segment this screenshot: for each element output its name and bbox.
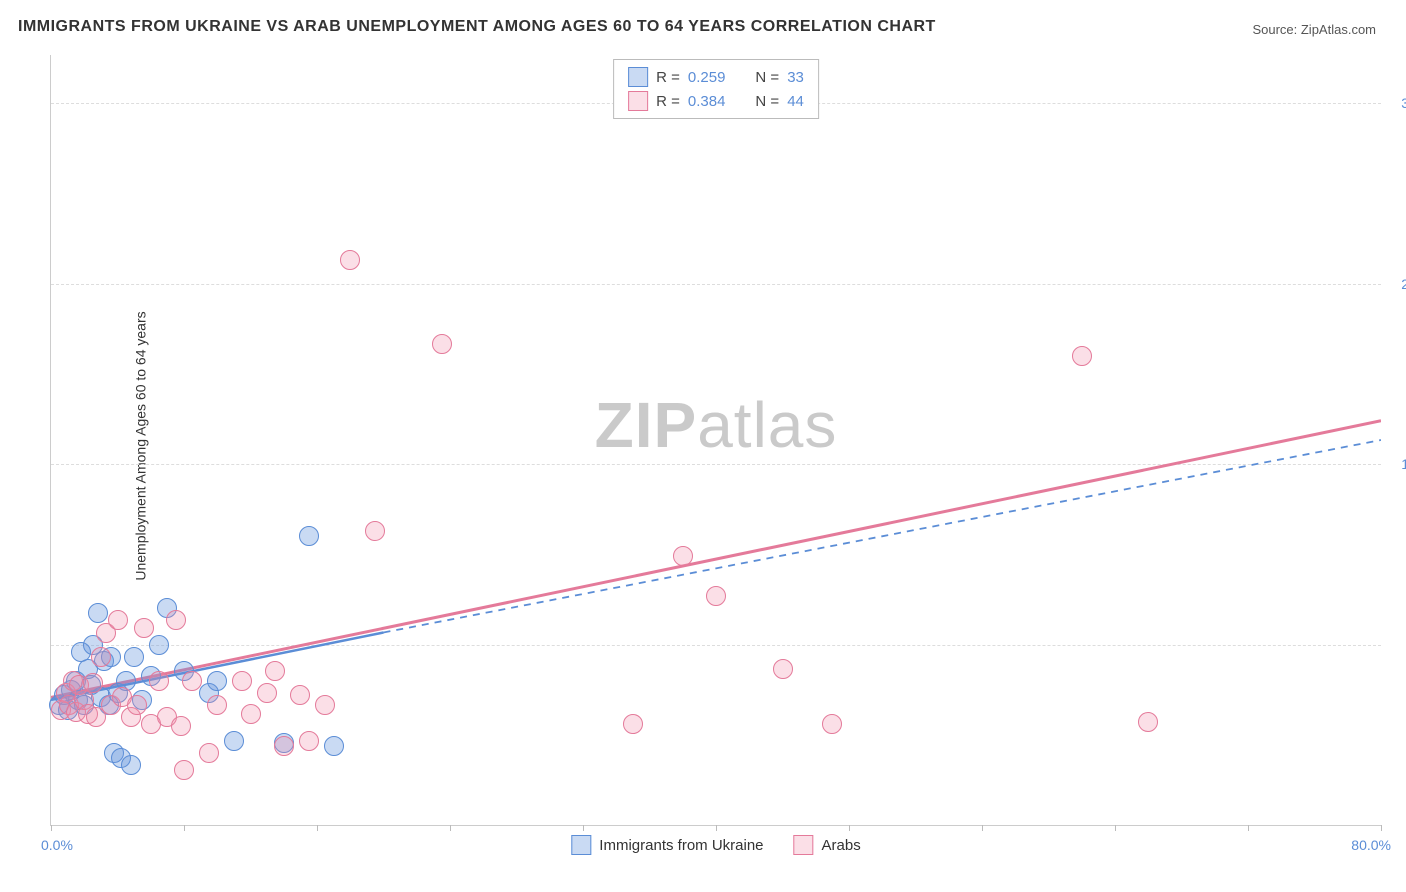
x-tick [184,825,185,831]
data-point-arabs [108,610,128,630]
legend-label: Arabs [822,837,861,854]
series-legend: Immigrants from Ukraine Arabs [571,835,860,855]
x-tick [583,825,584,831]
data-point-arabs [83,673,103,693]
data-point-arabs [1138,712,1158,732]
data-point-arabs [315,695,335,715]
r-label: R = [656,69,680,86]
legend-label: Immigrants from Ukraine [599,837,763,854]
x-tick [317,825,318,831]
data-point-arabs [290,685,310,705]
data-point-arabs [199,743,219,763]
y-tick-label: 15.0% [1386,456,1406,472]
data-point-arabs [91,647,111,667]
data-point-arabs [773,659,793,679]
legend-row: R = 0.259 N = 33 [628,65,804,89]
data-point-arabs [265,661,285,681]
data-point-arabs [166,610,186,630]
x-tick [716,825,717,831]
r-label: R = [656,93,680,110]
data-point-arabs [706,586,726,606]
data-point-arabs [257,683,277,703]
data-point-arabs [274,736,294,756]
n-label: N = [755,69,779,86]
plot-area: ZIPatlas R =0.259N =33R =0.384N =44 0.0%… [50,55,1381,826]
trend-line [384,440,1382,633]
r-value: 0.259 [688,69,726,86]
data-point-ukraine [121,755,141,775]
data-point-ukraine [224,731,244,751]
y-tick-label: 30.0% [1386,95,1406,111]
data-point-arabs [1072,346,1092,366]
x-tick [982,825,983,831]
x-tick [1115,825,1116,831]
x-tick [849,825,850,831]
data-point-ukraine [299,526,319,546]
data-point-arabs [127,695,147,715]
x-tick [450,825,451,831]
data-point-arabs [432,334,452,354]
data-point-ukraine [88,603,108,623]
data-point-arabs [340,250,360,270]
data-point-arabs [182,671,202,691]
n-label: N = [755,93,779,110]
data-point-ukraine [124,647,144,667]
y-tick-label: 22.5% [1386,276,1406,292]
x-tick [51,825,52,831]
n-value: 44 [787,93,804,110]
x-tick [1381,825,1382,831]
data-point-arabs [134,618,154,638]
data-point-arabs [623,714,643,734]
data-point-arabs [232,671,252,691]
legend-swatch [628,91,648,111]
legend-row: R = 0.384 N = 44 [628,89,804,113]
data-point-ukraine [207,671,227,691]
legend-item: Immigrants from Ukraine [571,835,763,855]
x-tick [1248,825,1249,831]
legend-item: Arabs [794,835,861,855]
data-point-ukraine [324,736,344,756]
data-point-arabs [207,695,227,715]
data-point-arabs [673,546,693,566]
legend-swatch [628,67,648,87]
y-tick-label: 7.5% [1386,637,1406,653]
correlation-legend: R = 0.259 N = 33 R = 0.384 N = 44 [613,59,819,119]
data-point-arabs [149,671,169,691]
legend-swatch [794,835,814,855]
trend-line [51,421,1381,698]
source-label: Source: ZipAtlas.com [1252,22,1376,37]
data-point-arabs [299,731,319,751]
x-axis-min-label: 0.0% [41,837,73,853]
chart-title: IMMIGRANTS FROM UKRAINE VS ARAB UNEMPLOY… [18,18,936,36]
data-point-arabs [241,704,261,724]
data-point-arabs [174,760,194,780]
data-point-ukraine [149,635,169,655]
x-axis-max-label: 80.0% [1351,837,1391,853]
data-point-arabs [822,714,842,734]
r-value: 0.384 [688,93,726,110]
data-point-arabs [365,521,385,541]
legend-swatch [571,835,591,855]
n-value: 33 [787,69,804,86]
data-point-arabs [171,716,191,736]
